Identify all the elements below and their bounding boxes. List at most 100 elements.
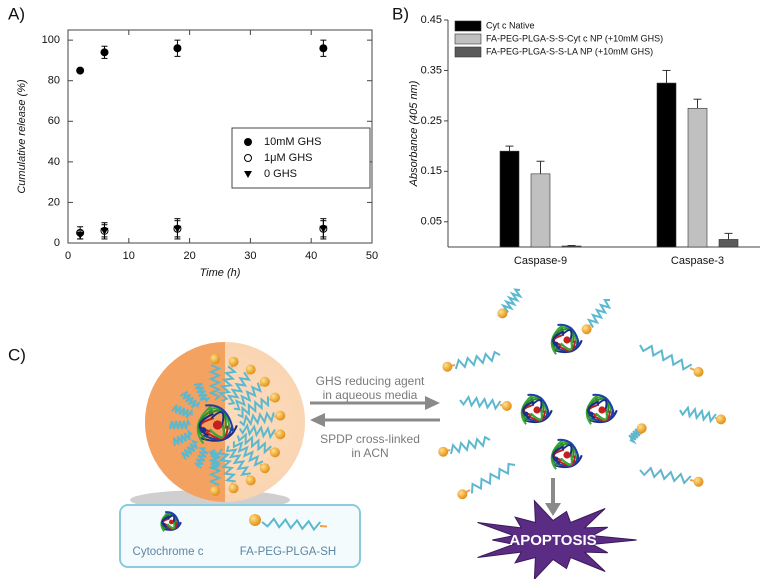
marker (244, 171, 252, 178)
bar (687, 107, 708, 248)
diagram: C) GHS reducing agent in aqueous media S… (8, 288, 726, 579)
polymer-end (170, 441, 174, 445)
legend-label: Cyt c Native (486, 20, 535, 30)
error-bar (536, 160, 545, 174)
protein-atom (200, 427, 207, 434)
y-tick-label: 0.45 (421, 14, 442, 26)
polymer-chain (500, 288, 523, 313)
polymer-chain (237, 396, 270, 419)
polymer-chain (208, 449, 220, 471)
polymer-chain (261, 517, 322, 532)
legend-label: FA-PEG-PLGA-SH (240, 546, 337, 558)
arrow-head (425, 396, 440, 410)
folate-ball (245, 475, 256, 486)
x-tick-label: 0 (65, 250, 71, 262)
polymer-chain (193, 382, 211, 403)
legend-swatch (454, 20, 482, 32)
legend-swatch (454, 46, 482, 58)
arrow-head (545, 503, 561, 516)
y-tick-label: 80 (48, 75, 60, 87)
protein-strand (552, 445, 565, 464)
released-components (438, 288, 726, 500)
y-tick-label: 100 (42, 34, 60, 46)
polymer-chain (470, 462, 516, 494)
polymer-chain (217, 448, 237, 483)
protein-strand (522, 400, 535, 419)
protein-strand (557, 438, 581, 461)
bar (718, 239, 739, 248)
y-tick-label: 40 (48, 156, 60, 168)
legend-label: FA-PEG-PLGA-S-S-Cyt c NP (+10mM GHS) (486, 33, 663, 43)
folate-ball (693, 476, 704, 487)
bar (561, 245, 582, 248)
legend-label: 10mM GHS (264, 136, 321, 148)
polymer-chain (180, 439, 199, 461)
folate-ball (501, 400, 512, 411)
x-tick-label: 50 (366, 250, 378, 262)
polymer-end (195, 380, 199, 384)
protein-strand (552, 330, 565, 349)
protein-strand (557, 323, 581, 346)
y-tick-label: 0.15 (421, 165, 442, 177)
error-bar (693, 98, 702, 109)
polymer-chain (238, 423, 276, 440)
x-axis-label: Time (h) (200, 267, 241, 279)
protein-strand (198, 412, 214, 437)
folate-ball (457, 489, 468, 500)
protein-strand (560, 455, 573, 466)
marker (173, 44, 182, 53)
polymer-chain (169, 418, 191, 430)
protein-heme (563, 451, 571, 459)
folate-ball (715, 414, 726, 425)
error-bar (505, 145, 514, 152)
folate-ball (228, 356, 239, 367)
y-tick-label: 0 (54, 237, 60, 249)
nanoparticle-decor (167, 354, 286, 496)
polymer-end (180, 390, 184, 394)
polymer-chain (171, 404, 193, 419)
forward-label: GHS reducing agent (316, 374, 425, 388)
marker (244, 138, 252, 146)
arrow-head (310, 413, 325, 427)
protein-atom (588, 411, 594, 417)
polymer-end (180, 456, 184, 460)
protein-strand (167, 514, 176, 524)
error-bar (662, 69, 671, 84)
panel-label: C) (8, 345, 26, 364)
x-tick-label: Caspase-9 (514, 255, 567, 267)
folate-ball (636, 423, 647, 434)
polymer-chain (179, 390, 201, 409)
folate-ball (275, 410, 286, 421)
polymer-chain (232, 441, 264, 467)
legend-label: 1μM GHS (264, 152, 313, 164)
x-tick-label: Caspase-3 (671, 255, 724, 267)
polymer-chain (208, 364, 222, 401)
x-tick-label: 40 (305, 250, 317, 262)
folate-ball (228, 483, 239, 494)
folate-ball (259, 376, 270, 387)
folate-ball (259, 463, 270, 474)
legend-label: Cytochrome c (133, 546, 204, 558)
marker (244, 154, 252, 162)
protein-atom (553, 341, 559, 347)
outcome-label: APOPTOSIS (509, 532, 596, 549)
polymer-end (170, 405, 174, 409)
y-tick-label: 0.35 (421, 64, 442, 76)
protein-strand (161, 515, 170, 529)
folate-ball (693, 366, 704, 377)
protein-strand (208, 425, 225, 439)
legend-label: FA-PEG-PLGA-S-S-LA NP (+10mM GHS) (486, 46, 653, 56)
polymer-chain (225, 445, 251, 477)
polymer-chain (194, 447, 209, 469)
protein-heme (533, 406, 541, 414)
folate-ball (581, 324, 592, 335)
protein-strand (210, 411, 225, 428)
folate-ball (210, 354, 220, 365)
protein-heme (212, 420, 223, 430)
polymer-chain (236, 432, 272, 455)
polymer-chain (639, 466, 692, 485)
bar (656, 82, 677, 248)
plot-frame (67, 29, 373, 244)
polymer-chain (586, 299, 612, 328)
